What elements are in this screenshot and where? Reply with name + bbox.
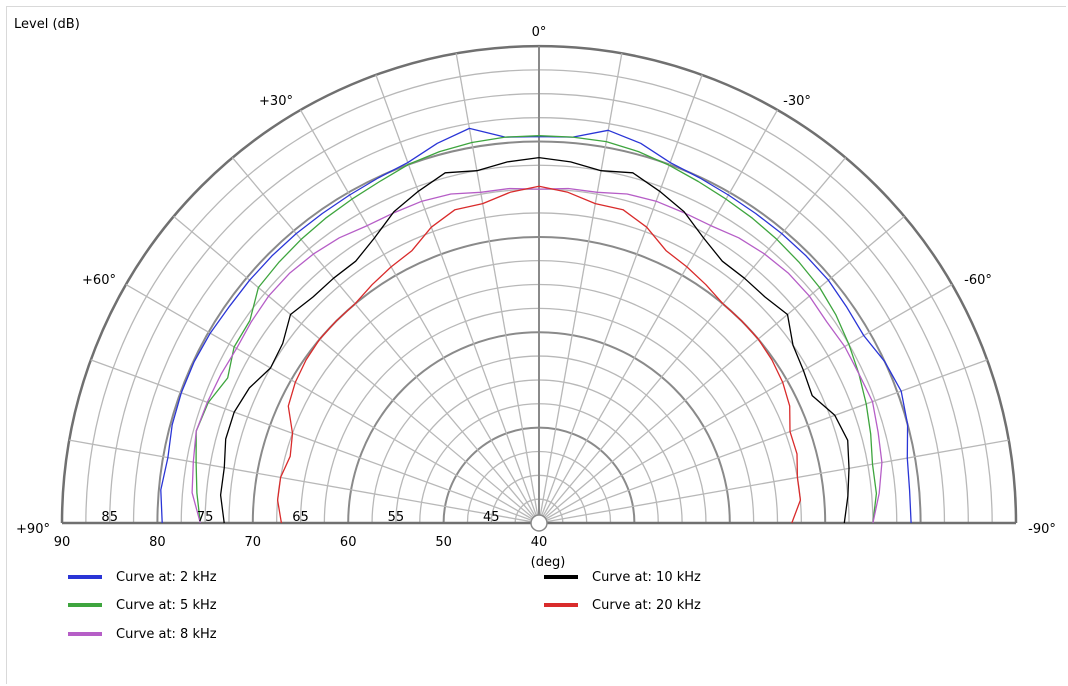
- r-tick-label-80: 80: [149, 535, 166, 550]
- polar-grid: [60, 44, 1018, 532]
- angle-label-60: +60°: [82, 273, 116, 288]
- series-1-line: [195, 135, 878, 524]
- series-3-line: [219, 156, 850, 524]
- series-0-line: [160, 127, 912, 524]
- grid-spoke: [538, 74, 703, 524]
- grid-spoke: [173, 215, 540, 524]
- angle-label-neg90: -90°: [1028, 522, 1056, 537]
- grid-spoke: [90, 359, 540, 524]
- grid-spoke: [538, 215, 905, 524]
- r-tick-label-70: 70: [245, 535, 262, 550]
- grid-spoke: [455, 53, 540, 524]
- grid-spoke: [125, 283, 540, 524]
- grid-spoke: [538, 283, 953, 524]
- grid-spoke: [538, 157, 847, 524]
- r-minor-label-75: 75: [197, 510, 214, 525]
- series-2-line: [191, 187, 883, 524]
- curve-layer: [160, 127, 912, 524]
- grid-spoke: [538, 53, 623, 524]
- angle-label-0: 0°: [532, 25, 547, 40]
- grid-spoke: [538, 109, 779, 524]
- r-minor-label-65: 65: [292, 510, 309, 525]
- r-tick-label-60: 60: [340, 535, 357, 550]
- r-tick-label-40: 40: [531, 535, 548, 550]
- angle-label-30: +30°: [259, 94, 293, 109]
- y-axis-title: Level (dB): [14, 17, 80, 32]
- series-4-line: [276, 185, 802, 524]
- r-tick-label-50: 50: [435, 535, 452, 550]
- grid-spoke: [538, 439, 1009, 524]
- angle-label-neg60: -60°: [964, 273, 992, 288]
- x-axis-title: (deg): [531, 555, 566, 570]
- label-layer: 0° +30° -30° +60° -60° +90° -90° 90 80 70 60 50 40 85…: [14, 17, 1056, 570]
- grid-spoke: [375, 74, 540, 524]
- grid-spoke: [69, 439, 540, 524]
- grid-spoke: [299, 109, 540, 524]
- angle-label-90: +90°: [16, 522, 50, 537]
- r-minor-label-45: 45: [483, 510, 500, 525]
- r-minor-label-55: 55: [388, 510, 405, 525]
- chart-frame: [6, 6, 1066, 684]
- angle-label-neg30: -30°: [783, 94, 811, 109]
- grid-spoke: [538, 359, 988, 524]
- center-hub: [530, 514, 548, 532]
- r-tick-label-90: 90: [54, 535, 71, 550]
- r-minor-label-85: 85: [101, 510, 118, 525]
- grid-spoke: [231, 157, 540, 524]
